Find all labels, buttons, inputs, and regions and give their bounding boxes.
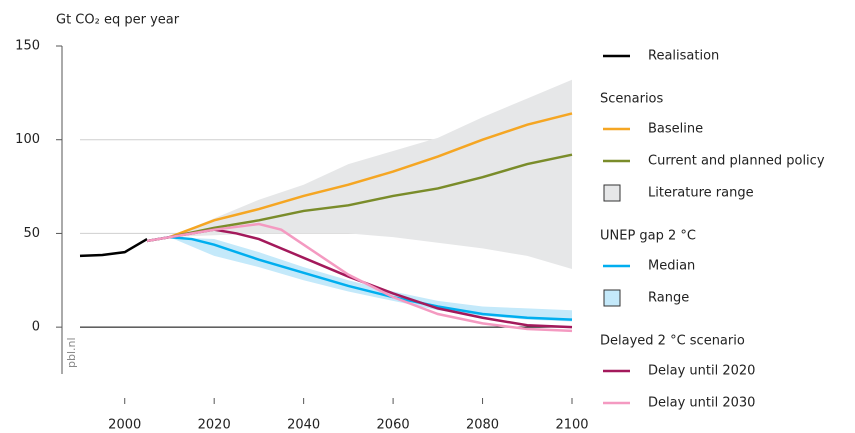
y-tick-label: 100 <box>15 132 40 147</box>
y-axis-label: Gt CO₂ eq per year <box>56 13 180 28</box>
x-tick-label: 2100 <box>555 418 588 433</box>
x-tick-label: 2040 <box>287 418 320 433</box>
x-tick-label: 2080 <box>466 418 499 433</box>
series-line <box>146 112 573 243</box>
legend-label: Realisation <box>648 49 719 64</box>
x-tick-label: 2060 <box>377 418 410 433</box>
y-tick-label: 50 <box>23 226 40 241</box>
legend-label: Baseline <box>648 122 703 137</box>
legend-swatch <box>603 184 621 202</box>
series-line <box>146 235 573 321</box>
range-band <box>169 237 573 322</box>
legend-swatch <box>603 289 621 307</box>
legend-label: Delay until 2030 <box>648 396 755 411</box>
legend-label: Median <box>648 259 695 274</box>
legend-group-title: Delayed 2 °C scenario <box>600 334 745 349</box>
legend-label: Literature range <box>648 186 754 201</box>
series-line <box>146 222 573 333</box>
legend-group-title: UNEP gap 2 °C <box>600 229 696 244</box>
series-line <box>79 237 148 258</box>
source: pbl.nl <box>65 337 78 368</box>
x-tick-label: 2020 <box>198 418 231 433</box>
legend-label: Delay until 2020 <box>648 364 755 379</box>
y-tick-label: 0 <box>32 320 40 335</box>
legend-group-title: Scenarios <box>600 92 664 107</box>
y-tick-label: 150 <box>15 39 40 54</box>
x-tick-label: 2000 <box>108 418 141 433</box>
legend-label: Current and planned policy <box>648 154 825 169</box>
legend-label: Range <box>648 291 689 306</box>
